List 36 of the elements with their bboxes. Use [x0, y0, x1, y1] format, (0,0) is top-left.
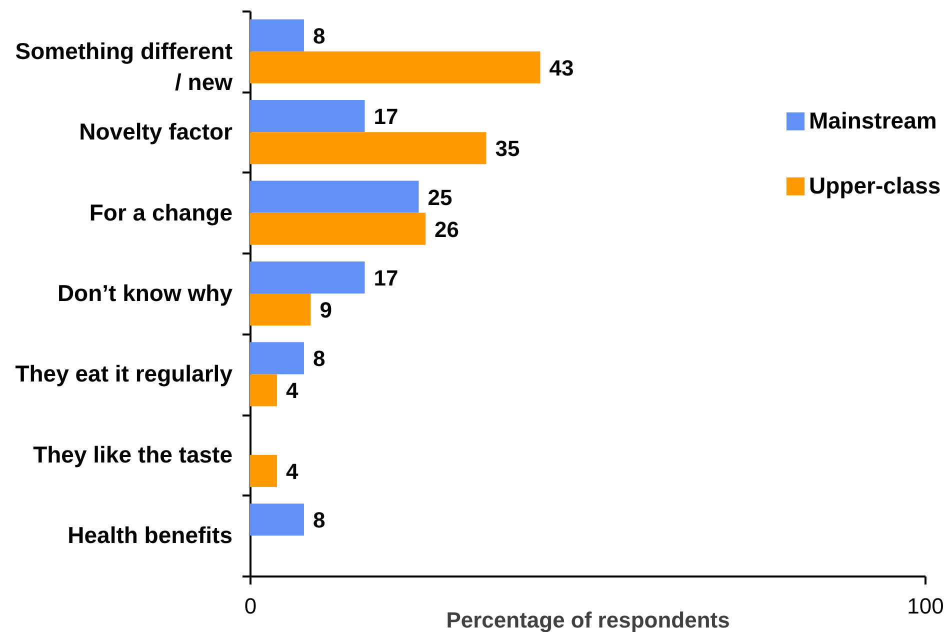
x-tick-label: 100	[907, 594, 944, 618]
data-label: 17	[374, 104, 398, 130]
data-label: 43	[549, 55, 574, 80]
x-tick-label: 0	[244, 594, 257, 618]
bar	[250, 180, 419, 213]
data-label: 17	[374, 265, 398, 290]
bar	[250, 454, 277, 487]
data-label: 9	[320, 298, 332, 323]
y-tick-label: They like the taste	[33, 441, 232, 468]
y-tick-label: For a change	[89, 199, 232, 226]
bar	[250, 504, 304, 536]
y-tick-label: Don’t know why	[57, 280, 233, 306]
data-label: 8	[313, 23, 326, 48]
bar	[250, 132, 486, 164]
data-label: 25	[428, 184, 452, 210]
data-label: 8	[313, 508, 326, 533]
data-label: 35	[495, 136, 520, 162]
bar	[250, 294, 311, 326]
y-tick-label: Novelty factor	[79, 118, 233, 145]
y-tick-label: Health benefits	[68, 522, 232, 548]
data-label: 26	[434, 216, 459, 242]
bar	[250, 261, 365, 294]
x-axis-title: Percentage of respondents	[446, 608, 730, 632]
legend-label: Mainstream	[809, 107, 937, 134]
bar	[250, 212, 426, 245]
bar	[250, 19, 304, 52]
bar	[250, 100, 365, 132]
data-label: 8	[313, 346, 326, 372]
y-tick-label: Something different / new	[15, 38, 233, 95]
bar	[250, 342, 304, 374]
data-label: 4	[286, 458, 299, 484]
data-label: 4	[286, 378, 299, 404]
bar	[250, 374, 277, 406]
bar	[250, 51, 540, 84]
legend-label: Upper-class	[809, 172, 941, 198]
y-tick-label: They eat it regularly	[15, 360, 233, 387]
